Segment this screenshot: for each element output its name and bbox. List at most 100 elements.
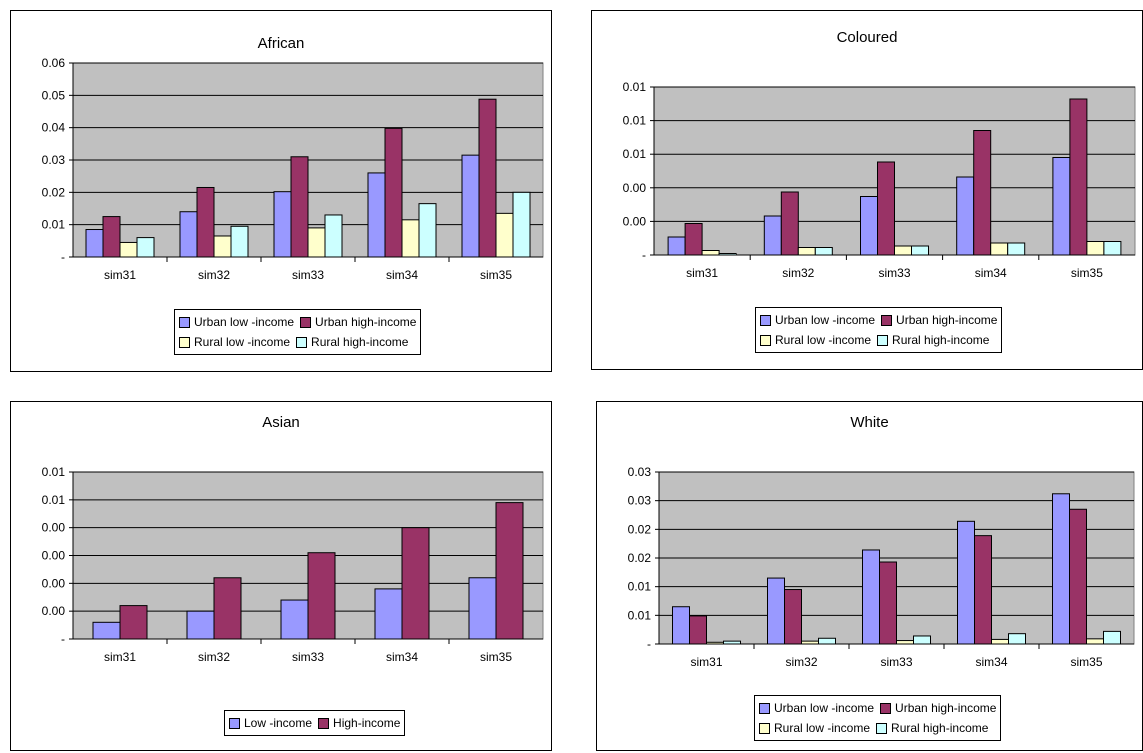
bar [119,241,138,258]
x-tick-label: sim32 [198,268,230,282]
chart-panel-african: African - 0.01 0.02 0.03 0.04 0.05 0.06 sim31 si… [10,10,552,372]
bar [1007,242,1026,256]
legend-row: Rural low -income Rural high-income [760,330,997,350]
bar [1069,508,1087,645]
y-tick-label: 0.01 [623,114,647,128]
bar [512,191,531,258]
bar [186,610,215,640]
legend-item: Urban low -income [760,310,875,330]
legend-label: High-income [333,716,401,730]
bar [672,606,690,645]
bar [973,130,992,256]
bar [324,214,343,258]
legend-row: Low -income High-income [229,713,400,733]
bar [723,640,741,645]
bar [102,216,121,258]
y-tick-label: 0.01 [42,465,66,479]
bar [495,212,514,258]
bar [495,502,524,640]
bar [1069,98,1088,256]
x-tick-label: sim33 [878,266,910,280]
legend-label: Urban low -income [194,315,295,329]
bar [374,588,403,640]
bar [767,577,785,645]
bar [461,154,480,258]
bar [1103,241,1122,256]
legend-item: Rural high-income [877,330,989,350]
bar [1086,638,1104,645]
legend-label: Urban low -income [775,313,876,327]
bar [689,615,707,645]
legend-label: Rural high-income [311,335,409,349]
chart-title: White [850,414,889,431]
chart-svg: - 0.00 0.00 0.00 0.00 0.01 0.01 sim31 sim32 sim33… [42,465,544,664]
bar [85,229,104,258]
legend-item: Urban high-income [881,310,997,330]
chart-panel-asian: Asian - 0.00 0.00 0.00 0.00 0.01 0.01 sim31 sim3… [10,401,552,751]
legend-label: Rural low -income [775,333,872,347]
legend-swatch [296,336,308,348]
legend-row: Urban low -income Urban high-income [760,310,997,330]
chart-title: African [257,35,305,52]
y-tick-label: 0.00 [42,604,66,618]
bar [307,552,336,640]
legend-item: Urban low -income [759,698,874,718]
x-tick-label: sim32 [782,266,814,280]
chart-svg: - 0.01 0.01 0.02 0.02 0.03 0.03 sim31 sim32 sim33… [628,465,1135,669]
y-tick-label: - [642,248,646,262]
y-tick-label: 0.00 [623,214,647,228]
bar [1103,630,1121,645]
x-tick-label: sim31 [690,655,722,669]
x-tick-label: sim31 [104,268,136,282]
y-tick-label: 0.01 [628,608,652,622]
bar [956,176,975,256]
bar [468,577,497,640]
legend-item: Rural low -income [759,718,870,738]
bar [911,245,929,256]
legend-row: Rural low -income Rural high-income [179,332,416,352]
bar [290,156,309,258]
y-tick-label: 0.02 [628,551,652,565]
legend-item: Rural low -income [760,330,871,350]
bar [418,203,437,258]
legend-label: Low -income [244,716,313,730]
legend-label: Urban high-income [896,313,998,327]
chart-title: Coloured [836,29,898,46]
bar [1008,633,1026,645]
bar [196,186,215,258]
y-tick-label: 0.00 [42,576,66,590]
bar [784,589,802,645]
x-tick-label: sim34 [386,268,418,282]
bar [119,605,148,640]
y-tick-label: 0.06 [42,56,66,70]
y-tick-label: - [61,250,65,264]
legend-swatch [300,316,312,328]
bar [913,635,931,645]
chart-legend: Urban low -income Urban high-income Rural … [754,695,1002,741]
bar [179,211,198,258]
y-tick-label: - [647,637,651,651]
bar [718,253,737,256]
chart-title: Asian [262,414,300,431]
bar [957,520,975,645]
bar [780,191,799,256]
x-tick-label: sim32 [785,655,817,669]
bar [860,196,878,256]
y-tick-label: 0.02 [628,522,652,536]
x-tick-label: sim31 [686,266,718,280]
bar [213,235,232,258]
y-tick-label: 0.03 [628,465,652,479]
bar [478,98,497,258]
bar [280,599,309,640]
bar [273,191,292,258]
y-tick-label: 0.01 [628,580,652,594]
chart-legend: Urban low -income Urban high-income Rural … [755,307,1003,353]
bar [667,236,686,256]
legend-item: Urban high-income [300,312,416,332]
chart-svg: - 0.00 0.00 0.01 0.01 0.01 sim31 sim32 sim33 sim3… [623,80,1136,280]
legend-label: Urban low -income [774,701,875,715]
legend-label: Urban high-income [895,701,997,715]
x-tick-label: sim32 [198,650,230,664]
legend-item: Low -income [229,713,312,733]
chart-panel-white: White - 0.01 0.01 0.02 0.02 0.03 0.03 sim31 sim3… [596,401,1143,751]
